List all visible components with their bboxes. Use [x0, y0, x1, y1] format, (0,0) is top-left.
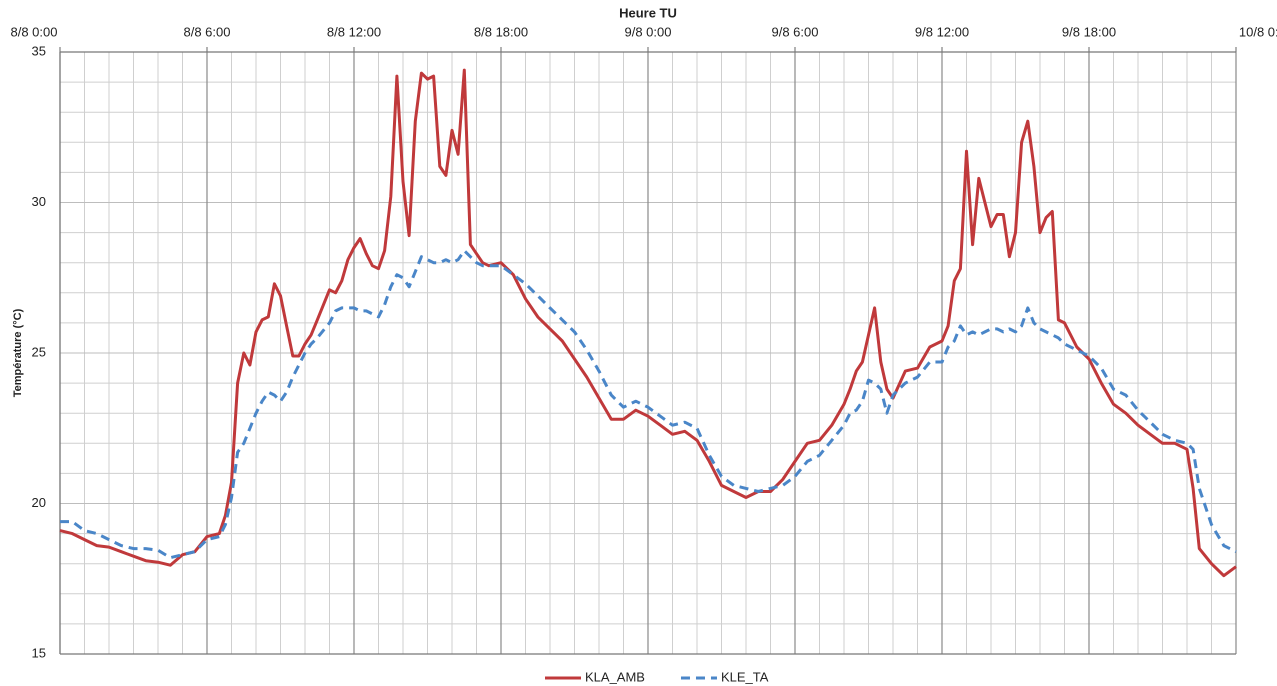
y-tick-label: 35 — [32, 43, 46, 58]
y-tick-label: 15 — [32, 645, 46, 660]
legend-label: KLE_TA — [721, 669, 769, 684]
x-tick-label: 10/8 0:00 — [1239, 24, 1277, 39]
x-tick-label: 9/8 18:00 — [1062, 24, 1116, 39]
x-tick-label: 8/8 6:00 — [184, 24, 231, 39]
legend-label: KLA_AMB — [585, 669, 645, 684]
x-tick-label: 9/8 12:00 — [915, 24, 969, 39]
chart-title: Heure TU — [619, 5, 677, 20]
x-tick-label: 8/8 18:00 — [474, 24, 528, 39]
x-tick-label: 8/8 0:00 — [11, 24, 58, 39]
y-tick-label: 25 — [32, 344, 46, 359]
data-line — [59, 68, 1237, 578]
data-line — [60, 249, 1237, 560]
y-axis-label: Température (°C) — [12, 308, 24, 397]
x-tick-label: 9/8 0:00 — [625, 24, 672, 39]
x-tick-label: 9/8 6:00 — [772, 24, 819, 39]
y-tick-label: 20 — [32, 495, 46, 510]
x-tick-label: 8/8 12:00 — [327, 24, 381, 39]
y-tick-label: 30 — [32, 194, 46, 209]
